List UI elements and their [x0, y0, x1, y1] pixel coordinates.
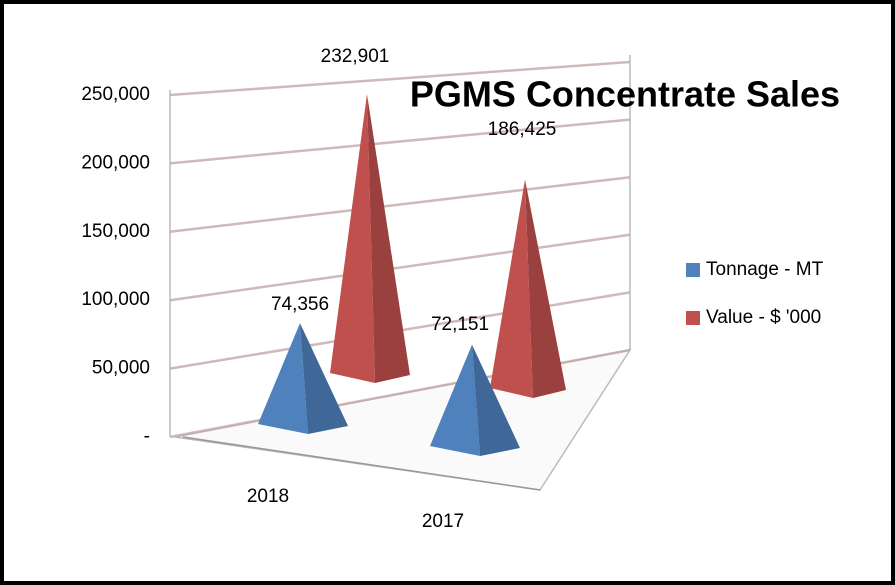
pyramid-right-face: [525, 179, 566, 398]
pyramid-left-face: [330, 94, 375, 384]
pyramid: [258, 323, 348, 434]
y-tick-label: 200,000: [81, 152, 150, 173]
chart-title: PGMS Concentrate Sales: [410, 74, 840, 115]
grid-line: [169, 175, 631, 234]
pyramid-left-face: [430, 344, 480, 456]
pyramid: [490, 179, 566, 398]
data-label: 186,425: [488, 119, 557, 140]
x-tick-label: 2018: [247, 486, 289, 507]
data-label: 72,151: [431, 314, 489, 335]
data-label: 232,901: [321, 46, 390, 67]
pyramid-right-face: [472, 344, 520, 456]
grid-line: [169, 60, 631, 97]
x-tick-label: 2017: [422, 511, 464, 532]
y-tick-label: 250,000: [81, 84, 150, 105]
pyramid: [430, 344, 520, 456]
y-tick-label: 150,000: [81, 221, 150, 242]
grid-line: [169, 233, 631, 302]
pyramid-right-face: [367, 94, 410, 384]
y-tick-label: 50,000: [92, 358, 150, 379]
legend-swatch: [686, 311, 700, 325]
pyramid-left-face: [258, 323, 308, 434]
y-tick-label: 100,000: [81, 289, 150, 310]
legend-swatch: [686, 263, 700, 277]
pyramid: [330, 94, 410, 384]
x-axis: [182, 436, 541, 491]
y-tick-label: -: [144, 426, 150, 447]
pyramid-left-face: [490, 179, 533, 398]
legend-label: Value - $ '000: [706, 307, 821, 328]
pyramid-right-face: [300, 323, 348, 434]
grid-line: [169, 118, 631, 165]
legend-label: Tonnage - MT: [706, 259, 824, 280]
data-label: 74,356: [271, 294, 329, 315]
